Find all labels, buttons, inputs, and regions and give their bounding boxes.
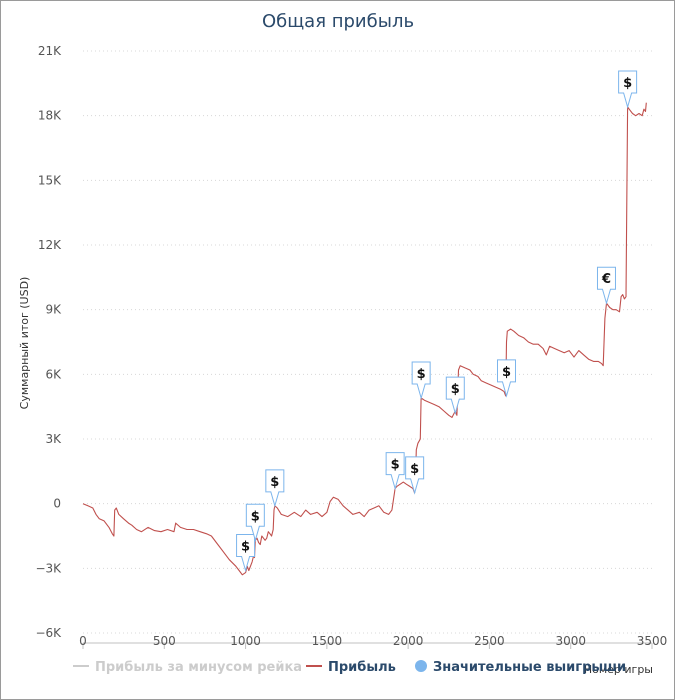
legend-label: Значительные выигрыши	[433, 660, 626, 675]
big-win-marker: $	[496, 359, 516, 398]
legend-item: Прибыль за минусом рейка	[73, 660, 302, 675]
big-win-marker: $	[236, 533, 256, 573]
legend-symbol	[415, 660, 427, 672]
big-win-marker: $	[245, 503, 265, 543]
legend-label: Прибыль за минусом рейка	[95, 660, 302, 675]
x-tick-label: 3500	[637, 634, 668, 648]
big-win-label: $	[451, 382, 460, 397]
big-win-label: $	[410, 462, 419, 477]
y-tick-label: −6K	[35, 626, 62, 640]
grid-lines	[83, 50, 652, 634]
big-win-marker: $	[265, 469, 285, 508]
y-tick-label: 0	[53, 497, 61, 511]
x-axis: 0 500 1000 1500 2000 2500 3000 3500	[79, 634, 667, 649]
big-win-marker: $	[405, 456, 425, 495]
big-win-label: $	[241, 539, 250, 554]
big-win-label: €	[601, 272, 611, 287]
big-win-marker: $	[445, 376, 465, 415]
x-tick-label: 1500	[312, 634, 343, 648]
legend-item: Значительные выигрыши	[415, 660, 626, 675]
big-win-flag	[445, 376, 465, 415]
big-win-marker: €	[596, 266, 616, 306]
x-axis-label: Номер игры	[584, 663, 653, 676]
big-win-label: $	[502, 365, 511, 380]
profit-series-line	[82, 102, 647, 576]
big-win-flag	[618, 70, 638, 109]
big-win-label: $	[270, 475, 279, 490]
big-win-markers: $$$$ $$$$€$	[236, 70, 638, 573]
x-tick-label: 1000	[230, 634, 261, 648]
y-tick-label: 3K	[45, 432, 62, 446]
big-win-marker: $	[385, 452, 405, 491]
y-tick-label: −3K	[35, 561, 62, 575]
x-tick-label: 500	[153, 634, 176, 648]
big-win-marker: $	[411, 361, 431, 400]
x-tick-label: 3000	[555, 634, 586, 648]
big-win-marker: $	[618, 70, 638, 109]
big-win-label: $	[391, 458, 400, 473]
big-win-label: $	[623, 76, 632, 91]
y-tick-label: 12K	[38, 238, 62, 252]
big-win-label: $	[417, 367, 426, 382]
x-tick-label: 2000	[393, 634, 424, 648]
y-tick-label: 6K	[45, 367, 62, 381]
y-tick-label: 15K	[38, 173, 62, 187]
x-tick-label: 0	[79, 634, 87, 648]
big-win-flag	[411, 361, 431, 400]
big-win-flag	[596, 266, 616, 306]
big-win-flag	[245, 503, 265, 543]
big-win-label: $	[251, 509, 260, 524]
legend: Прибыль за минусом рейка Прибыль Значитель…	[73, 660, 626, 675]
y-tick-label: 9K	[45, 303, 62, 317]
chart-title: Общая прибыль	[262, 11, 414, 32]
y-axis-ticks: −6K −3K 0 3K 6K 9K 12K 15K 18K 21K	[35, 44, 62, 640]
y-tick-label: 21K	[38, 44, 62, 58]
legend-item: Прибыль	[306, 660, 396, 675]
big-win-flag	[385, 452, 405, 491]
y-axis-label: Суммарный итог (USD)	[18, 277, 31, 410]
y-tick-label: 18K	[38, 109, 62, 123]
big-win-flag	[405, 456, 425, 495]
series-layer	[82, 102, 647, 576]
legend-label: Прибыль	[328, 660, 396, 675]
big-win-flag	[265, 469, 285, 508]
x-tick-label: 2500	[474, 634, 505, 648]
big-win-flag	[496, 359, 516, 398]
